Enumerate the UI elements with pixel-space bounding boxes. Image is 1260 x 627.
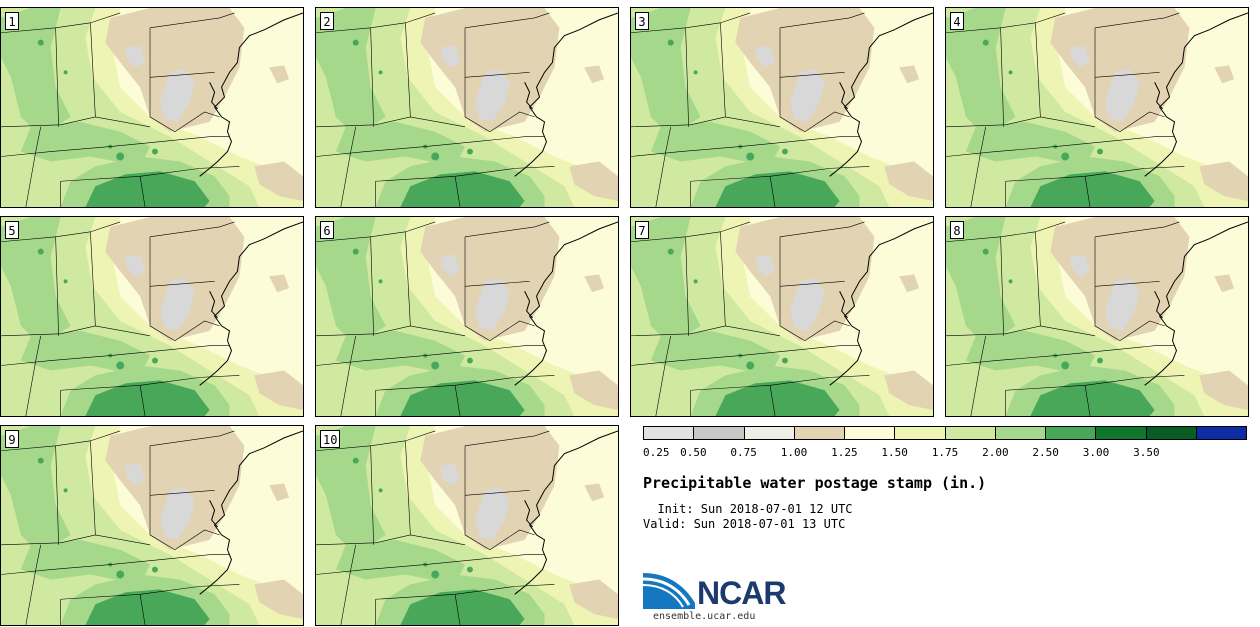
ncar-swoosh-icon: [643, 573, 695, 609]
colorbar-swatch: [895, 427, 946, 439]
precipitable-water-map: [316, 8, 618, 207]
colorbar-swatch: [1196, 427, 1246, 439]
colorbar-tick-labels: 0.25 0.50 0.75 1.00 1.25 1.50 1.75 2.00 2.50 3.00…: [643, 446, 1247, 460]
precipitable-water-map: [946, 217, 1248, 416]
run-info: Init: Sun 2018-07-01 12 UTC Valid: Sun 2…: [643, 502, 853, 532]
precipitable-water-map: [316, 217, 618, 416]
member-number-label: 9: [5, 430, 19, 448]
colorbar-tick-label: 2.50: [1032, 446, 1059, 459]
colorbar-tick-label: 1.50: [881, 446, 908, 459]
stamp-panel: 8: [945, 216, 1249, 417]
ensemble-url: ensemble.ucar.edu: [653, 611, 756, 622]
colorbar-swatch: [945, 427, 996, 439]
colorbar-tick-label: 0.50: [680, 446, 707, 459]
stamp-panel: 7: [630, 216, 934, 417]
precipitable-water-map: [1, 8, 303, 207]
colorbar-tick-label: 1.25: [831, 446, 858, 459]
colorbar-tick-label: 2.00: [982, 446, 1009, 459]
stamp-panel: 6: [315, 216, 619, 417]
member-number-label: 4: [950, 12, 964, 30]
colorbar-tick-label: 1.00: [780, 446, 808, 459]
precipitable-water-map: [1, 217, 303, 416]
colorbar-swatch: [794, 427, 845, 439]
init-time: Init: Sun 2018-07-01 12 UTC: [643, 502, 853, 516]
member-number-label: 8: [950, 221, 964, 239]
colorbar-swatch: [1096, 427, 1147, 439]
precipitable-water-map: [631, 217, 933, 416]
colorbar-swatch: [845, 427, 896, 439]
valid-time: Valid: Sun 2018-07-01 13 UTC: [643, 517, 846, 531]
stamp-panel: 4: [945, 7, 1249, 208]
precipitable-water-map: [1, 426, 303, 625]
stamp-panel: 1: [0, 7, 304, 208]
legend-title: Precipitable water postage stamp (in.): [643, 474, 987, 492]
member-number-label: 7: [635, 221, 649, 239]
stamp-panel: 5: [0, 216, 304, 417]
colorbar-swatch: [694, 427, 745, 439]
colorbar-swatch: [995, 427, 1046, 439]
member-number-label: 1: [5, 12, 19, 30]
colorbar: [643, 426, 1247, 440]
colorbar-tick-label: 3.00: [1082, 446, 1110, 459]
stamp-panel: 9: [0, 425, 304, 626]
colorbar-tick-label: 1.75: [931, 446, 959, 459]
colorbar-swatch: [644, 427, 695, 439]
precipitable-water-map: [946, 8, 1248, 207]
precipitable-water-map: [316, 426, 618, 625]
member-number-label: 2: [320, 12, 334, 30]
member-number-label: 3: [635, 12, 649, 30]
colorbar-tick-label: 3.50: [1133, 446, 1160, 459]
member-number-label: 5: [5, 221, 19, 239]
stamp-panel: 10: [315, 425, 619, 626]
ncar-wordmark: NCAR: [697, 575, 786, 611]
colorbar-swatch: [1046, 427, 1097, 439]
stamp-panel: 3: [630, 7, 934, 208]
colorbar-tick-label: 0.25: [643, 446, 670, 459]
member-number-label: 6: [320, 221, 334, 239]
stamp-panel: 2: [315, 7, 619, 208]
colorbar-swatch: [1146, 427, 1197, 439]
ncar-logo: NCAR ensemble.ucar.edu: [643, 569, 793, 622]
colorbar-swatch: [744, 427, 795, 439]
colorbar-tick-label: 0.75: [730, 446, 757, 459]
precipitable-water-map: [631, 8, 933, 207]
member-number-label: 10: [320, 430, 341, 448]
